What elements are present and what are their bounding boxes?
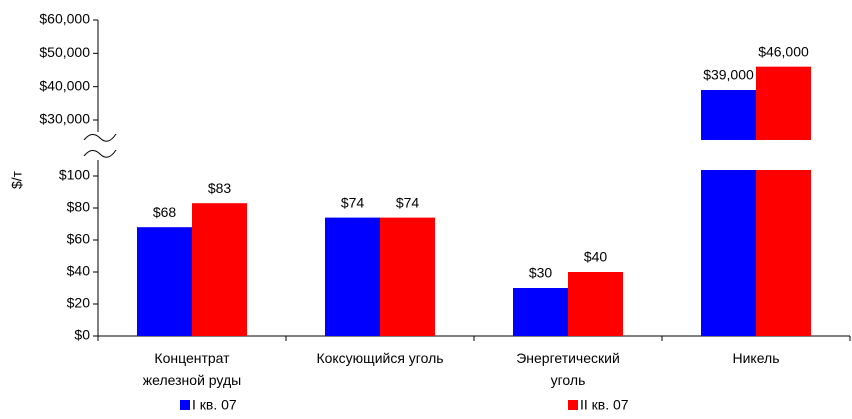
legend-swatch <box>180 400 190 410</box>
bar-lower <box>701 170 756 336</box>
y-tick-label: $30,000 <box>39 111 90 127</box>
y-tick-label: $60 <box>67 231 91 247</box>
y-tick-label: $40 <box>67 263 91 279</box>
legend-swatch <box>568 400 578 410</box>
axis-break <box>83 133 117 142</box>
y-tick-label: $0 <box>74 327 90 343</box>
bar <box>325 217 380 336</box>
value-label: $30 <box>529 265 553 281</box>
bar <box>513 288 568 336</box>
value-label: $39,000 <box>703 67 754 83</box>
y-tick-label: $20 <box>67 295 91 311</box>
y-tick-label: $60,000 <box>39 11 90 27</box>
x-tick-label: Концентрат железной руды <box>142 350 242 388</box>
value-label: $74 <box>396 194 420 210</box>
x-tick-label: Никель <box>732 350 780 366</box>
y-tick-label: $100 <box>59 167 90 183</box>
y-tick-label: $80 <box>67 199 91 215</box>
value-label: $83 <box>208 180 232 196</box>
value-label: $46,000 <box>758 43 809 59</box>
bar <box>756 66 811 140</box>
bar <box>380 217 435 336</box>
bar <box>568 272 623 336</box>
bar <box>701 90 756 140</box>
value-label: $40 <box>584 249 608 265</box>
x-tick-label: Энергетический уголь <box>516 350 620 388</box>
bar-lower <box>756 170 811 336</box>
value-label: $68 <box>153 204 177 220</box>
legend-label: II кв. 07 <box>580 397 629 413</box>
bar <box>192 203 247 336</box>
value-label: $74 <box>341 194 365 210</box>
bar <box>137 227 192 336</box>
axis-break <box>83 149 117 158</box>
y-tick-label: $40,000 <box>39 77 90 93</box>
legend-label: I кв. 07 <box>192 397 237 413</box>
y-axis-label: $/т <box>9 170 25 189</box>
x-tick-label: Коксующийся уголь <box>316 350 444 366</box>
y-tick-label: $50,000 <box>39 44 90 60</box>
